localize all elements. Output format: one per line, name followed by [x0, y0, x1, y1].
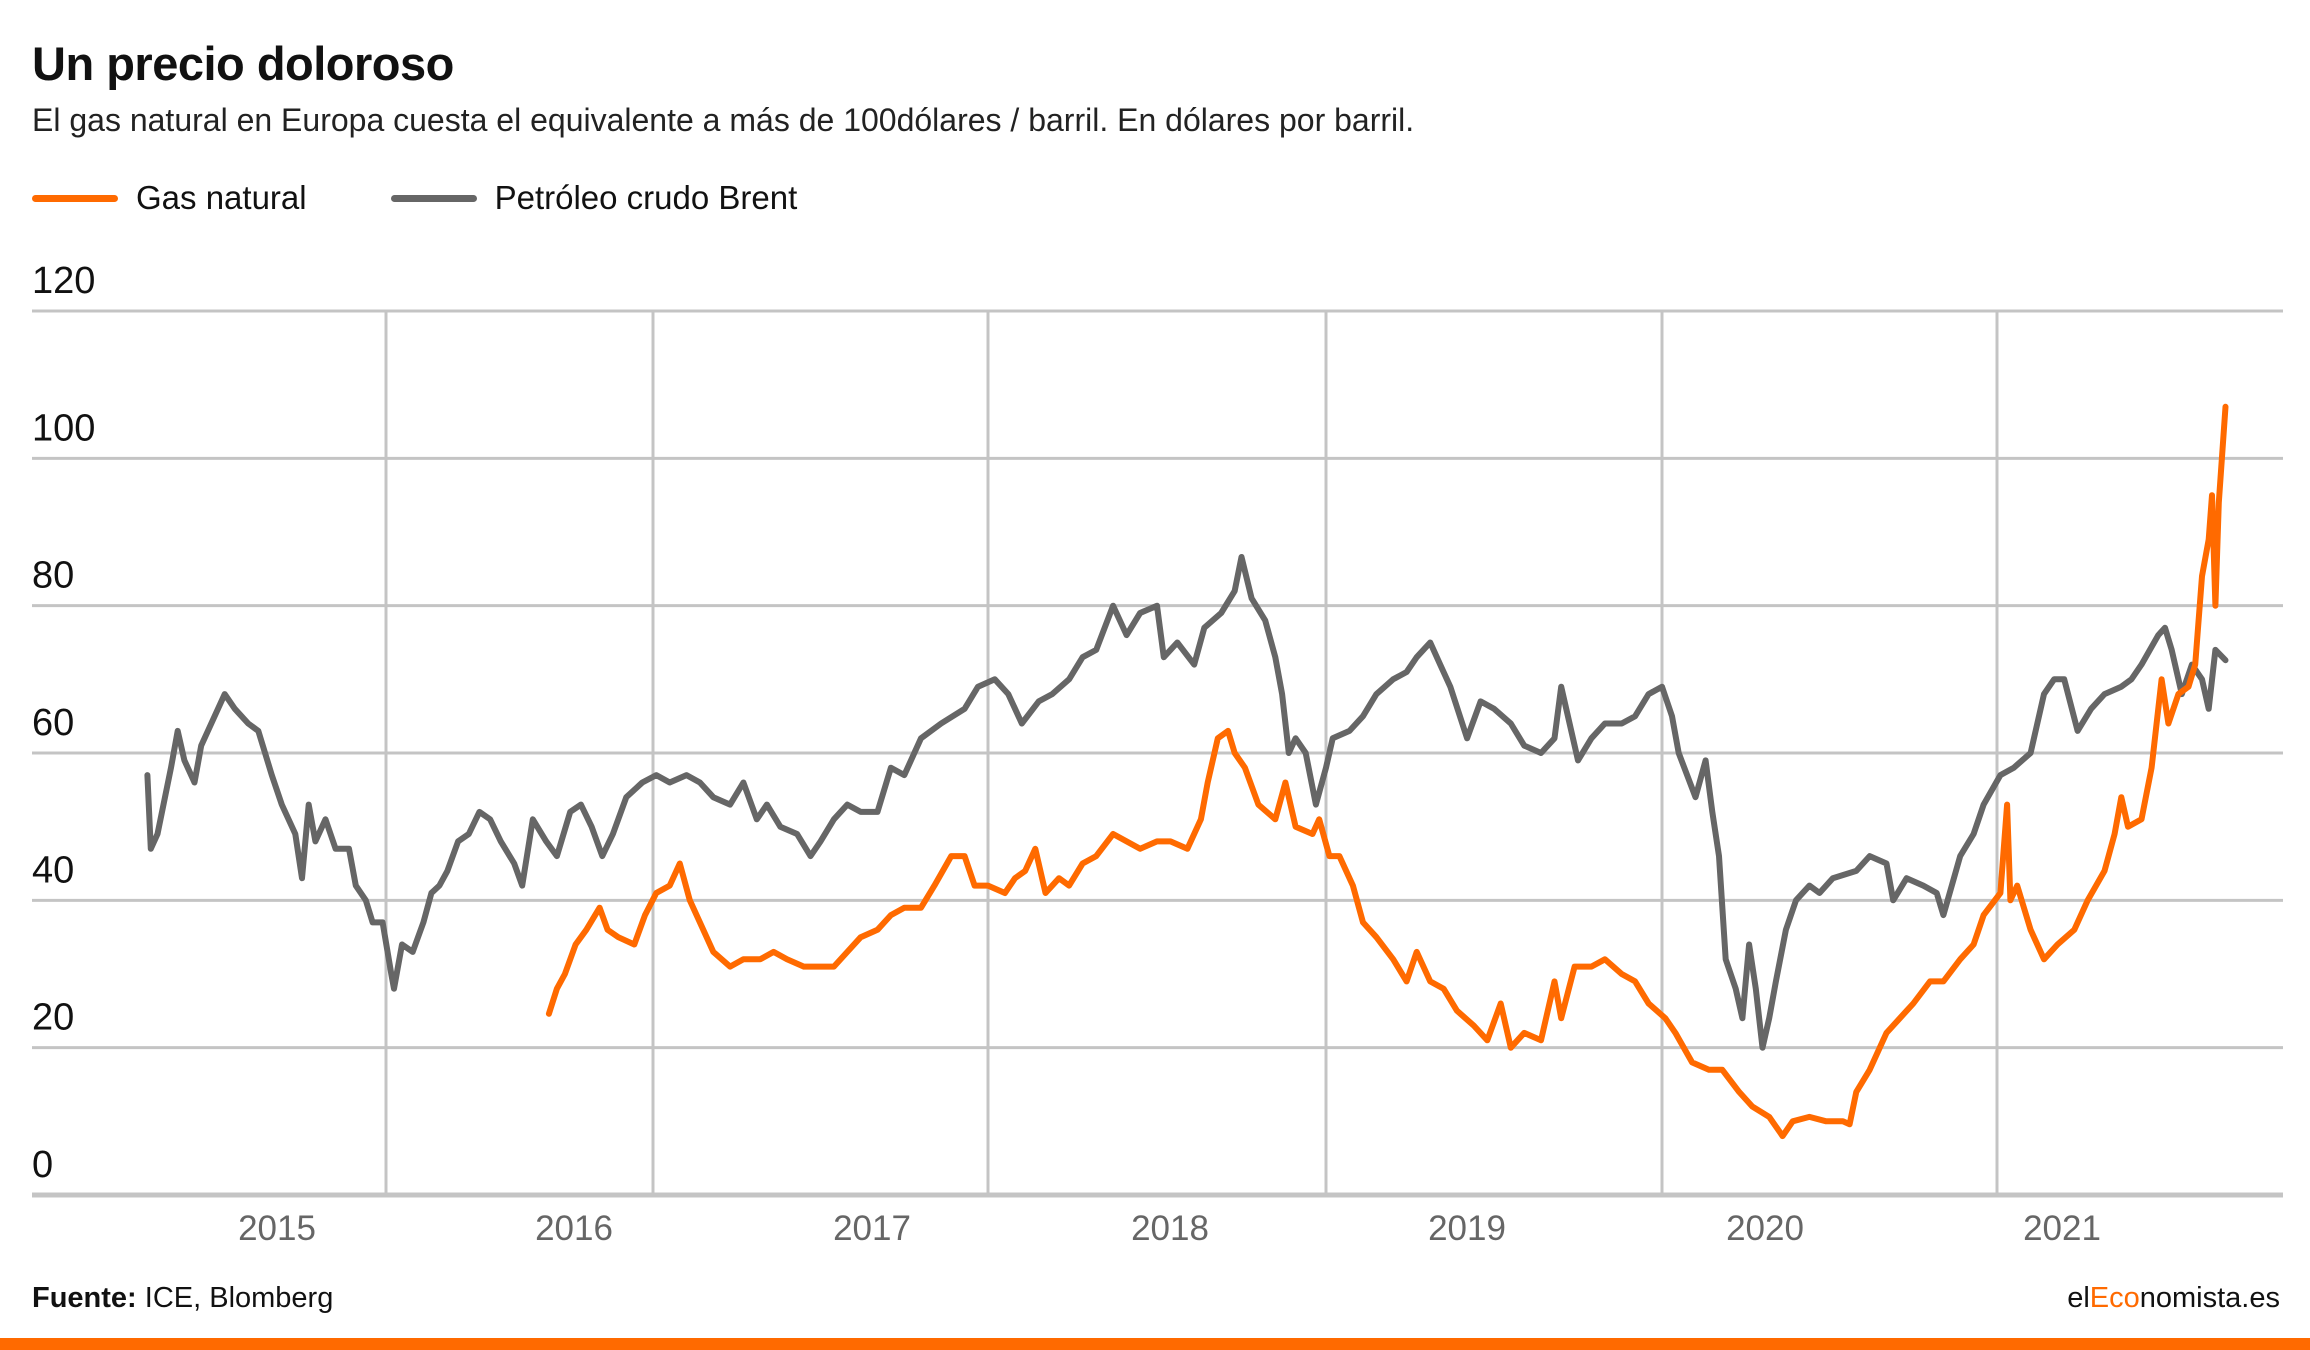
source-label: Fuente:	[32, 1282, 137, 1314]
x-tick-label: 2016	[535, 1209, 613, 1248]
y-tick-label: 0	[32, 1144, 53, 1186]
legend-item-gas: Gas natural	[32, 179, 307, 217]
brand-prefix: el	[2067, 1282, 2090, 1314]
y-tick-label: 40	[32, 849, 74, 891]
x-tick-label: 2015	[238, 1209, 316, 1248]
y-tick-label: 20	[32, 997, 74, 1039]
chart-title: Un precio doloroso	[32, 37, 454, 90]
x-tick-label: 2017	[833, 1209, 911, 1248]
legend-item-brent: Petróleo crudo Brent	[390, 179, 798, 217]
legend-label-brent: Petróleo crudo Brent	[494, 179, 798, 216]
brand-highlight: Eco	[2089, 1282, 2140, 1314]
x-tick-label: 2020	[1726, 1209, 1804, 1248]
x-tick-label: 2021	[2023, 1209, 2101, 1248]
y-tick-label: 80	[32, 555, 74, 597]
source-text: ICE, Blomberg	[136, 1282, 334, 1314]
legend: Gas natural Petróleo crudo Brent	[32, 176, 881, 220]
chart-subtitle: El gas natural en Europa cuesta el equiv…	[32, 102, 1415, 138]
legend-swatch-brent	[390, 194, 477, 202]
brand-suffix: nomista.es	[2139, 1282, 2280, 1314]
y-tick-label: 100	[32, 407, 95, 449]
legend-label-gas: Gas natural	[136, 179, 307, 216]
x-tick-label: 2018	[1131, 1209, 1209, 1248]
series-line-brent	[144, 554, 2229, 1051]
y-tick-label: 120	[32, 260, 95, 302]
legend-swatch-gas	[32, 194, 118, 202]
source-note: Fuente: ICE, Blomberg	[32, 1282, 333, 1315]
x-tick-label: 2019	[1428, 1209, 1506, 1248]
series-line-gas-natural	[545, 403, 2229, 1140]
bottom-accent-bar	[0, 1338, 2310, 1350]
y-tick-label: 60	[32, 702, 74, 744]
brand-logo: elEconomista.es	[2067, 1282, 2280, 1315]
